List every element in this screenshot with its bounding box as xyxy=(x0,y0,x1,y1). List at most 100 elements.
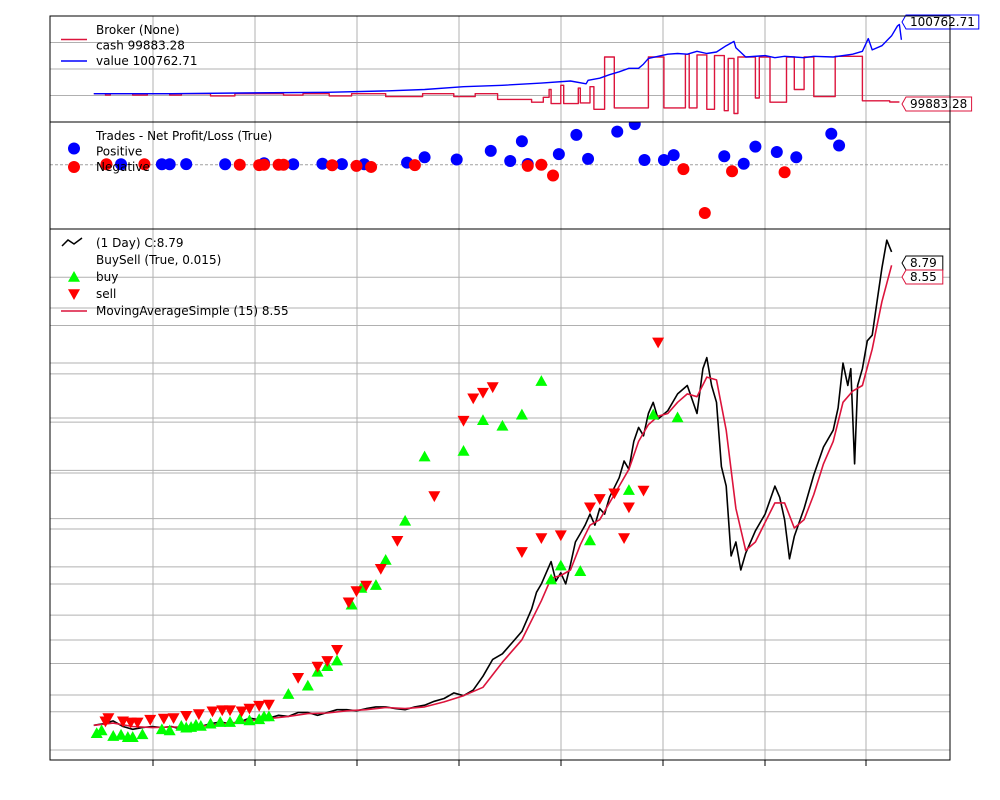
buy-marker xyxy=(243,714,256,726)
price-legend-label: MovingAverageSimple (15) 8.55 xyxy=(96,304,289,318)
trades-series-1-point xyxy=(726,165,739,178)
sell-marker xyxy=(331,645,344,656)
price-end-label-box xyxy=(901,255,944,271)
buy-marker xyxy=(90,727,103,739)
trades-series-0-point xyxy=(638,153,651,166)
trades-legend-label: Trades - Net Profit/Loss (True) xyxy=(95,129,272,143)
sell-marker xyxy=(593,494,606,505)
trades-series-0-point xyxy=(115,158,128,171)
trades-legend-marker xyxy=(68,142,80,155)
buy-marker xyxy=(194,719,207,731)
trades-series-0-point xyxy=(316,157,329,170)
buy-marker xyxy=(233,713,246,725)
trades-series-0-point xyxy=(335,158,348,171)
price-end-label: 8.79 xyxy=(910,256,937,270)
sell-marker xyxy=(467,393,480,405)
sell-marker xyxy=(637,485,650,497)
buy-marker xyxy=(418,450,431,462)
trades-series-0-point xyxy=(790,151,803,164)
trades-series-1-point xyxy=(365,160,378,173)
price-end-label-box xyxy=(901,269,944,285)
trades-legend-label: Negative xyxy=(96,160,150,174)
sell-marker xyxy=(102,713,115,724)
sell-marker xyxy=(554,530,567,542)
trades-series-0-point xyxy=(628,122,641,131)
legend-buy-marker xyxy=(68,271,80,282)
broker-end-label: 100762.71 xyxy=(910,15,975,29)
trades-series-group xyxy=(100,122,846,219)
buy-marker xyxy=(496,419,509,431)
trades-series-0-point xyxy=(833,139,846,152)
buy-marker xyxy=(574,565,587,576)
buy-marker xyxy=(204,717,217,729)
price-legend-label: (1 Day) C:8.79 xyxy=(96,236,183,250)
buy-marker xyxy=(369,579,382,590)
sell-marker xyxy=(253,700,266,712)
price-end-label: 8.55 xyxy=(910,270,937,284)
sell-marker xyxy=(486,382,499,394)
buy-marker xyxy=(535,375,548,386)
trades-series-0-point xyxy=(515,135,528,148)
trades-legend-label: Positive xyxy=(96,145,142,159)
trades-series-0-point xyxy=(611,125,624,138)
buy-marker xyxy=(115,728,128,740)
buy-marker xyxy=(282,688,295,699)
trades-series-1-point xyxy=(547,169,560,182)
trades-series-1-point xyxy=(677,163,690,176)
trades-series-0-point xyxy=(450,153,463,166)
sell-marker xyxy=(476,387,489,399)
broker-legend-label: cash 99883.28 xyxy=(96,39,185,53)
buy-marker xyxy=(95,724,108,736)
buy-marker xyxy=(457,444,470,456)
broker-end-label: 99883.28 xyxy=(910,97,967,111)
buy-marker xyxy=(301,679,314,691)
trades-series-0-point xyxy=(749,140,762,153)
buy-marker xyxy=(647,408,660,420)
buy-marker xyxy=(671,411,684,423)
sell-marker xyxy=(618,533,631,545)
trades-series-1-point xyxy=(258,158,271,171)
buy-marker xyxy=(163,724,176,736)
sell-marker xyxy=(457,415,470,427)
buy-marker xyxy=(253,713,266,725)
sell-marker xyxy=(311,661,324,673)
trades-series-1-point xyxy=(326,159,339,172)
trades-series-0-point xyxy=(484,144,497,157)
broker-end-label-box xyxy=(901,96,973,112)
trades-series-1-point xyxy=(408,159,421,172)
sell-marker xyxy=(180,710,193,722)
trades-series-1-point xyxy=(233,158,246,171)
trades-series-0-point xyxy=(718,150,731,163)
trades-series-0-point xyxy=(180,158,193,171)
trades-series-1-point xyxy=(521,159,534,172)
sell-marker xyxy=(391,536,404,547)
price-panel: 8.798.55 (1 Day) C:8.79 BuySell (True, 0.0… xyxy=(49,228,951,761)
buy-marker xyxy=(331,654,344,666)
broker-series-0-line xyxy=(93,53,900,115)
trades-series-1-point xyxy=(778,166,791,179)
sell-marker xyxy=(262,699,275,711)
sell-marker xyxy=(292,672,305,684)
sell-marker xyxy=(243,703,256,715)
sell-marker xyxy=(157,713,170,725)
price-legend: (1 Day) C:8.79 BuySell (True, 0.015) buy se… xyxy=(61,236,289,318)
buy-marker xyxy=(476,414,489,426)
price-legend-label: sell xyxy=(96,287,116,301)
trades-series-1-point xyxy=(350,159,363,172)
price-legend-label: BuySell (True, 0.015) xyxy=(96,253,221,267)
trades-series-0-point xyxy=(418,151,431,164)
sell-marker xyxy=(374,563,387,575)
sell-marker xyxy=(144,714,157,726)
trades-series-0-point xyxy=(667,149,680,162)
legend-sell-marker xyxy=(68,289,80,300)
sell-marker xyxy=(206,706,219,718)
buy-marker xyxy=(262,710,275,722)
sell-marker xyxy=(608,488,621,500)
sell-marker xyxy=(192,709,205,721)
price-series-group xyxy=(90,239,893,742)
price-axes-frame xyxy=(49,228,951,761)
buy-marker xyxy=(224,716,236,727)
broker-legend-label: value 100762.71 xyxy=(96,54,197,68)
